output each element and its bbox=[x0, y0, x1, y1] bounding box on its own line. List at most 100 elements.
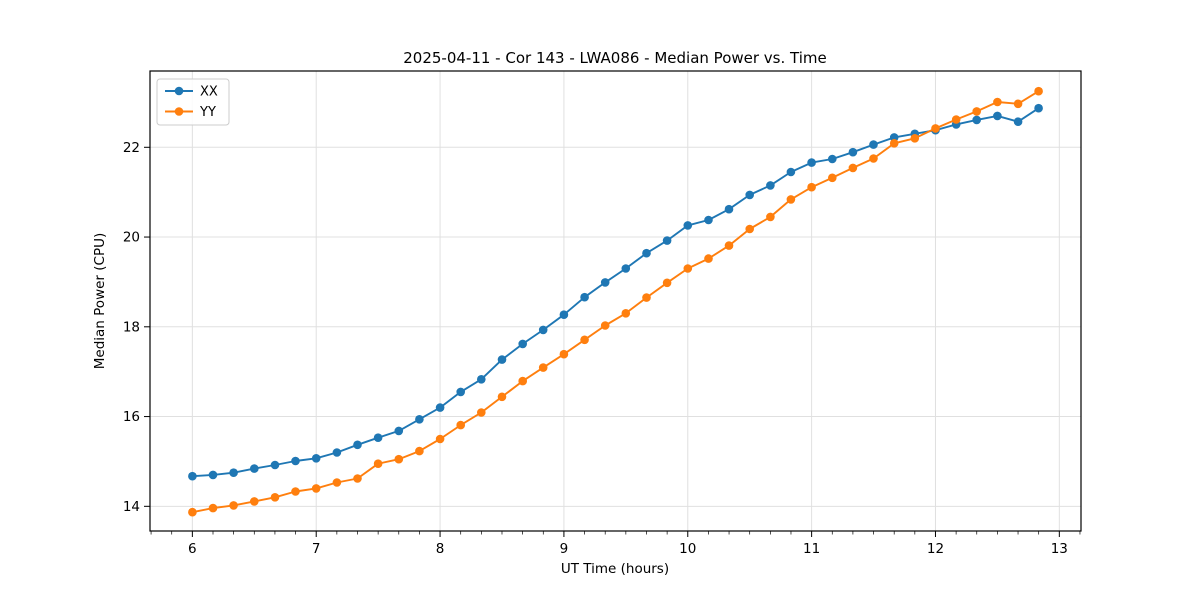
data-point-xx bbox=[972, 115, 981, 125]
data-point-yy bbox=[600, 321, 610, 330]
series-line-xx bbox=[191, 107, 1040, 478]
data-point-yy bbox=[373, 459, 383, 469]
data-point-yy bbox=[580, 335, 589, 345]
x-tick-label: 7 bbox=[312, 541, 321, 557]
data-point-yy bbox=[766, 212, 775, 222]
data-point-xx bbox=[724, 204, 734, 214]
data-point-xx bbox=[538, 325, 548, 335]
data-point-xx bbox=[869, 140, 878, 149]
data-point-yy bbox=[786, 195, 796, 204]
y-axis-label: Median Power (CPU) bbox=[92, 233, 108, 369]
legend-label-yy: YY bbox=[199, 105, 216, 120]
data-point-xx bbox=[415, 415, 424, 424]
x-tick-label: 9 bbox=[560, 541, 569, 557]
data-point-yy bbox=[208, 503, 218, 513]
x-tick-label: 12 bbox=[927, 541, 944, 557]
data-point-yy bbox=[229, 501, 238, 510]
data-point-xx bbox=[889, 133, 899, 142]
data-point-xx bbox=[456, 387, 466, 397]
legend-marker bbox=[174, 86, 184, 96]
x-axis-label: UT Time (hours) bbox=[561, 561, 669, 577]
data-point-xx bbox=[250, 464, 259, 473]
data-point-xx bbox=[208, 470, 218, 480]
data-point-yy bbox=[435, 434, 445, 444]
data-point-xx bbox=[435, 403, 445, 412]
data-point-yy bbox=[642, 293, 651, 302]
data-point-yy bbox=[621, 309, 631, 318]
data-point-xx bbox=[311, 454, 321, 463]
legend-marker bbox=[174, 107, 184, 116]
legend-box bbox=[156, 78, 230, 126]
data-point-xx bbox=[704, 215, 713, 225]
data-point-xx bbox=[642, 248, 651, 258]
data-point-xx bbox=[270, 460, 280, 470]
data-point-yy bbox=[291, 487, 300, 496]
data-point-xx bbox=[291, 456, 300, 466]
data-point-yy bbox=[889, 139, 899, 148]
data-point-xx bbox=[745, 190, 754, 200]
data-point-xx bbox=[1013, 117, 1023, 126]
data-point-xx bbox=[518, 339, 527, 349]
data-point-xx bbox=[229, 468, 238, 478]
data-point-yy bbox=[683, 264, 693, 273]
data-point-yy bbox=[270, 493, 280, 502]
x-tick-label: 8 bbox=[436, 541, 445, 557]
data-point-yy bbox=[538, 363, 548, 372]
data-point-yy bbox=[497, 392, 507, 402]
data-point-yy bbox=[415, 446, 424, 456]
data-point-xx bbox=[188, 471, 197, 481]
data-point-xx bbox=[848, 147, 858, 157]
data-point-yy bbox=[1034, 86, 1043, 96]
y-tick-label: 14 bbox=[123, 499, 140, 515]
data-point-yy bbox=[951, 115, 961, 124]
data-point-xx bbox=[332, 448, 342, 457]
data-point-xx bbox=[477, 375, 486, 384]
data-point-yy bbox=[559, 349, 569, 359]
data-point-xx bbox=[993, 111, 1002, 121]
data-point-yy bbox=[704, 254, 713, 263]
series-line-yy bbox=[191, 90, 1040, 514]
data-point-yy bbox=[807, 182, 816, 192]
data-point-yy bbox=[662, 278, 672, 288]
data-point-xx bbox=[662, 236, 672, 245]
grid-layer bbox=[150, 71, 1081, 531]
data-point-xx bbox=[580, 292, 589, 302]
data-point-yy bbox=[972, 107, 981, 116]
data-point-xx bbox=[600, 278, 610, 287]
y-tick-label: 16 bbox=[123, 409, 140, 425]
data-point-xx bbox=[683, 221, 693, 230]
y-tick-label: 20 bbox=[123, 230, 140, 246]
y-tick-label: 18 bbox=[123, 319, 140, 335]
data-point-xx bbox=[394, 426, 404, 436]
data-point-xx bbox=[1034, 103, 1043, 113]
data-point-xx bbox=[497, 355, 507, 364]
data-point-yy bbox=[910, 134, 920, 143]
data-point-yy bbox=[931, 124, 940, 133]
data-point-yy bbox=[332, 478, 342, 487]
data-point-xx bbox=[621, 264, 631, 273]
data-point-yy bbox=[848, 163, 858, 173]
data-point-yy bbox=[1013, 99, 1023, 109]
legend: XX YY bbox=[156, 78, 230, 126]
data-point-xx bbox=[766, 181, 775, 190]
x-tick-label: 11 bbox=[803, 541, 820, 557]
series-layer bbox=[188, 86, 1043, 517]
data-point-xx bbox=[353, 440, 362, 450]
data-point-yy bbox=[250, 497, 259, 506]
data-point-xx bbox=[559, 310, 569, 320]
data-point-xx bbox=[828, 154, 837, 164]
data-point-xx bbox=[807, 158, 816, 167]
data-point-yy bbox=[724, 241, 734, 250]
data-point-yy bbox=[353, 474, 362, 483]
tick-layer: 6 7 8 9 10 11 12 13 14 16 18 20 22 bbox=[123, 140, 1081, 557]
data-point-yy bbox=[828, 173, 837, 183]
data-point-yy bbox=[745, 224, 754, 234]
x-tick-label: 13 bbox=[1051, 541, 1068, 557]
data-point-yy bbox=[993, 97, 1002, 107]
data-point-xx bbox=[373, 433, 383, 443]
data-point-yy bbox=[456, 420, 466, 430]
y-tick-label: 22 bbox=[123, 140, 140, 156]
plot-border bbox=[149, 70, 1082, 532]
